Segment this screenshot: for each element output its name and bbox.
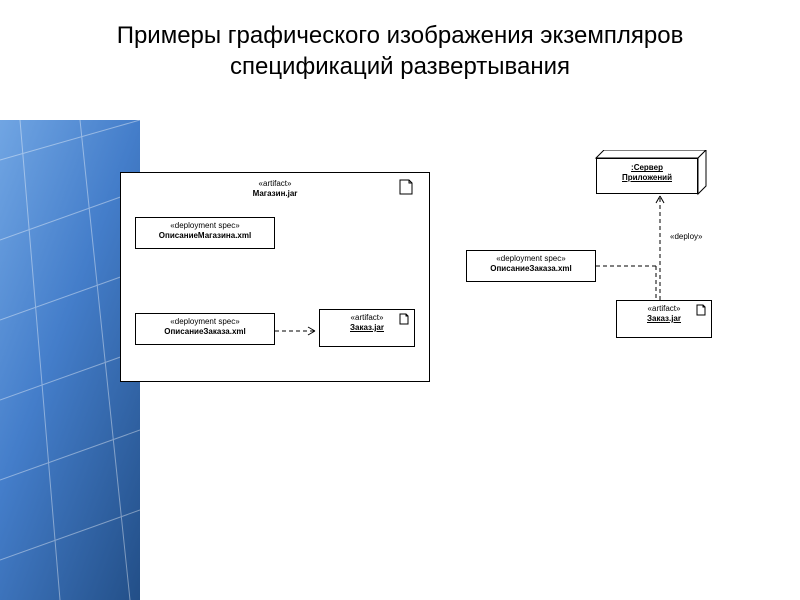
server-label-1: :Сервер	[601, 163, 693, 173]
document-icon	[399, 179, 411, 191]
right-artifact-stereotype: «artifact»	[620, 304, 708, 314]
deployment-spec-box-1: «deployment spec» ОписаниеМагазина.xml	[135, 217, 275, 249]
sub-artifact-box: «artifact» Заказ.jar	[319, 309, 415, 347]
artifact-main-label: Магазин.jar	[121, 189, 429, 199]
page-title: Примеры графического изображения экземпл…	[40, 20, 760, 82]
deploy-arrow	[650, 190, 670, 302]
document-icon	[696, 304, 708, 316]
deployment-spec-box-2: «deployment spec» ОписаниеЗаказа.xml	[135, 313, 275, 345]
deploy-edge-label: «deploy»	[670, 232, 702, 241]
right-deployment-spec: «deployment spec» ОписаниеЗаказа.xml	[466, 250, 596, 282]
spec1-stereotype: «deployment spec»	[139, 221, 271, 231]
artifact-stereotype: «artifact»	[121, 179, 429, 189]
sub-artifact-stereotype: «artifact»	[323, 313, 411, 323]
right-artifact-label: Заказ.jar	[620, 314, 708, 324]
sub-artifact-label: Заказ.jar	[323, 323, 411, 333]
right-spec-label: ОписаниеЗаказа.xml	[470, 264, 592, 274]
artifact-container: «artifact» Магазин.jar «deployment spec»…	[120, 172, 430, 382]
right-artifact-box: «artifact» Заказ.jar	[616, 300, 712, 338]
right-spec-stereotype: «deployment spec»	[470, 254, 592, 264]
document-icon	[399, 313, 411, 325]
spec2-stereotype: «deployment spec»	[139, 317, 271, 327]
spec1-label: ОписаниеМагазина.xml	[139, 231, 271, 241]
spec2-label: ОписаниеЗаказа.xml	[139, 327, 271, 337]
server-label-2: Приложений	[601, 173, 693, 183]
dependency-arrow-left	[275, 325, 321, 337]
diagram-canvas: «artifact» Магазин.jar «deployment spec»…	[40, 142, 760, 462]
spec-artifact-connector	[596, 262, 664, 304]
